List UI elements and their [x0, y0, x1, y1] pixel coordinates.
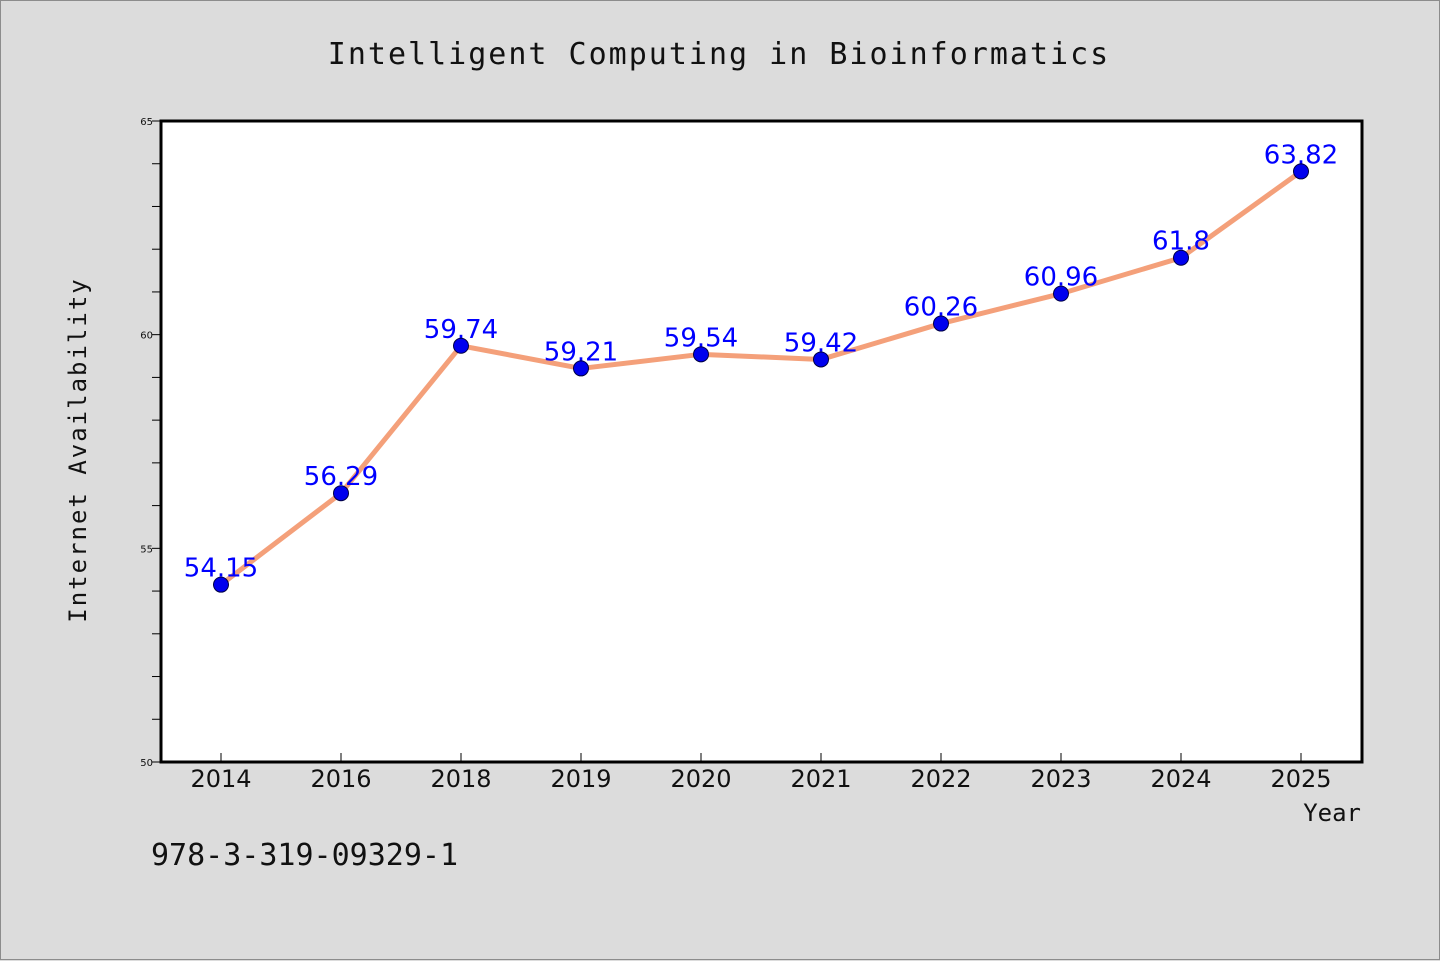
data-point — [1053, 285, 1069, 302]
y-axis: 50 55 60 65 — [140, 117, 161, 769]
x-tick-label: 2023 — [1030, 765, 1091, 793]
x-tick-label: 2021 — [790, 765, 851, 793]
isbn-footer: 978-3-319-09329-1 — [151, 838, 458, 873]
y-tick-label: 65 — [140, 117, 153, 128]
plot-area — [159, 119, 1364, 764]
y-tick-label: 50 — [140, 758, 153, 769]
data-point — [333, 485, 349, 502]
y-axis-label: Internet Availability — [64, 277, 92, 622]
data-point — [693, 346, 709, 363]
y-tick-label: 60 — [140, 331, 153, 342]
x-tick-label: 2014 — [190, 765, 251, 793]
x-tick-label: 2025 — [1270, 765, 1331, 793]
x-tick-label: 2019 — [550, 765, 611, 793]
x-axis-label: Year — [1303, 799, 1361, 827]
y-tick-label: 55 — [140, 544, 153, 555]
x-tick-label: 2016 — [310, 765, 371, 793]
series-line — [218, 168, 1304, 588]
data-point — [1173, 249, 1189, 266]
chart-title: Intelligent Computing in Bioinformatics — [328, 37, 1110, 72]
data-point — [933, 315, 949, 332]
x-tick-label: 2018 — [430, 765, 491, 793]
data-point — [213, 576, 229, 593]
x-tick-label: 2020 — [670, 765, 731, 793]
data-point — [1293, 163, 1309, 180]
data-point — [813, 351, 829, 368]
x-axis: 2014 2016 2018 2019 2020 2021 2022 2023 2024 2025 — [190, 753, 1332, 793]
data-point — [453, 337, 469, 354]
x-tick-label: 2022 — [910, 765, 971, 793]
x-tick-label: 2024 — [1150, 765, 1211, 793]
data-point — [573, 360, 589, 377]
